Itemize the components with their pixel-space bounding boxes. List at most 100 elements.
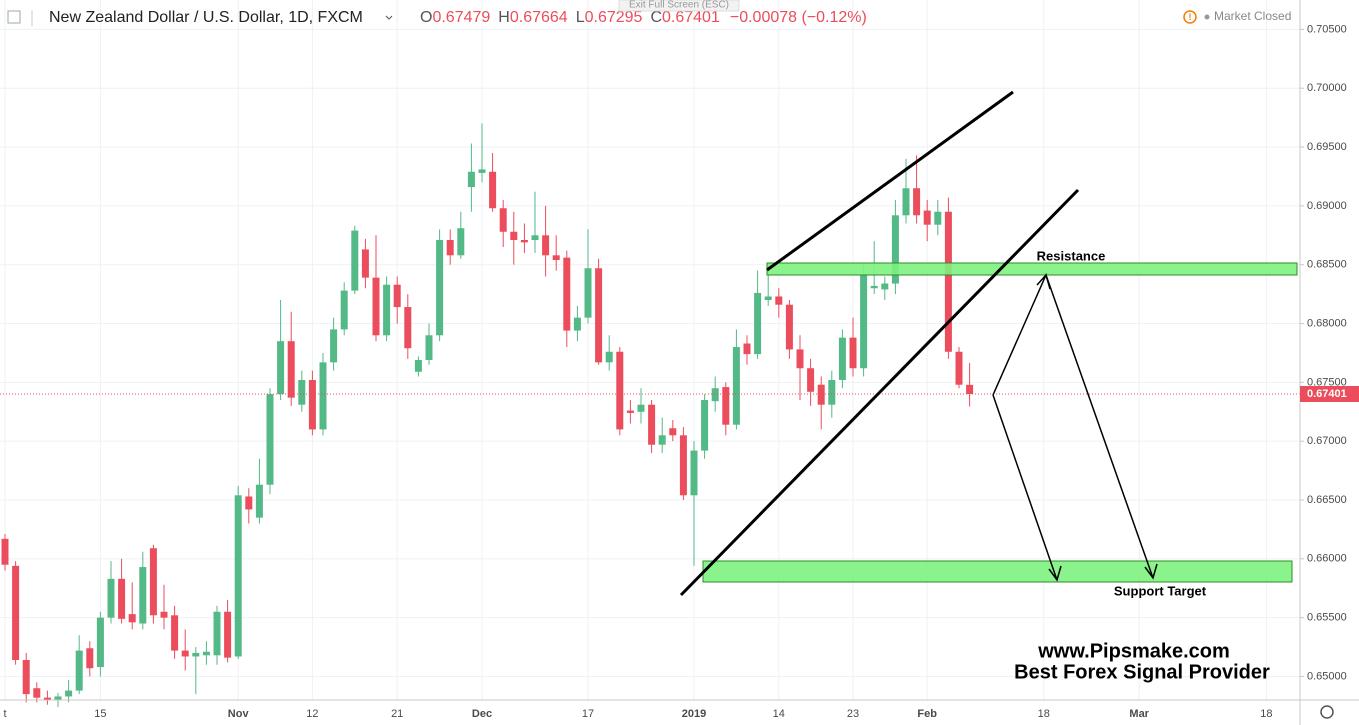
candle-body bbox=[870, 285, 878, 289]
resistance-zone bbox=[766, 262, 1298, 276]
candle-body bbox=[361, 249, 369, 278]
status-icon-mark: ! bbox=[1189, 12, 1192, 22]
candle-body bbox=[595, 268, 603, 363]
exit-full-screen[interactable]: Exit Full Screen (ESC) bbox=[629, 0, 729, 11]
arrow-head bbox=[1144, 563, 1158, 580]
status-icon bbox=[1183, 10, 1197, 24]
candle-body bbox=[754, 292, 762, 355]
y-tick-label: 0.65000 bbox=[1307, 670, 1347, 682]
candle-body bbox=[425, 335, 433, 360]
candle-body bbox=[171, 615, 179, 651]
ohlc-key: L bbox=[576, 9, 585, 26]
candle-body bbox=[192, 652, 200, 657]
symbol-title[interactable]: New Zealand Dollar / U.S. Dollar, 1D, FX… bbox=[49, 9, 363, 26]
candle-body bbox=[658, 435, 666, 445]
candle-body bbox=[340, 290, 348, 330]
candle-body bbox=[234, 495, 242, 657]
annotation: Support Target bbox=[1114, 583, 1207, 598]
x-tick-label: 21 bbox=[391, 708, 403, 720]
y-tick-label: 0.69000 bbox=[1307, 200, 1347, 212]
last-price-box bbox=[1300, 386, 1359, 402]
candle-body bbox=[944, 211, 952, 352]
ohlc-key: O bbox=[420, 9, 432, 26]
ohlc-value: 0.67295 bbox=[585, 9, 643, 26]
y-tick-label: 0.70000 bbox=[1307, 82, 1347, 94]
candle-body bbox=[891, 215, 899, 284]
settings-icon[interactable] bbox=[1320, 705, 1334, 719]
candle-body bbox=[701, 400, 709, 451]
axes: 0.65000 0.65500 0.66000 0.66500 0.67000 0.675… bbox=[3, 23, 1359, 720]
x-tick-label: Dec bbox=[472, 708, 492, 720]
watermark: www.Pipsmake.com bbox=[1037, 640, 1230, 662]
projection-arrow bbox=[992, 394, 1058, 581]
candle-body bbox=[372, 277, 380, 336]
candle-body bbox=[86, 648, 94, 669]
candle-body bbox=[308, 380, 316, 430]
dropdown-caret[interactable] bbox=[385, 15, 393, 20]
candle-body bbox=[149, 548, 157, 616]
candle-body bbox=[33, 688, 41, 698]
candle-body bbox=[436, 240, 444, 336]
x-tick-label: 23 bbox=[847, 708, 859, 720]
candle-body bbox=[838, 337, 846, 380]
arrow-head bbox=[1036, 273, 1051, 290]
candle-body bbox=[711, 388, 719, 402]
candle-body bbox=[605, 351, 613, 363]
last-price-label: 0.67401 bbox=[1307, 388, 1347, 400]
candle-body bbox=[128, 614, 136, 623]
exit-full-screen-button[interactable] bbox=[618, 0, 740, 12]
candle-body bbox=[584, 268, 592, 318]
y-tick-label: 0.70500 bbox=[1307, 23, 1347, 35]
candle-body bbox=[510, 231, 518, 240]
candle-body bbox=[807, 368, 815, 392]
x-tick-label: Mar bbox=[1129, 708, 1149, 720]
y-tick-label: 0.67500 bbox=[1307, 376, 1347, 388]
candle-body bbox=[12, 565, 20, 660]
candle-body bbox=[139, 567, 147, 624]
candle-body bbox=[181, 650, 189, 657]
y-tick-label: 0.65500 bbox=[1307, 612, 1347, 624]
candle-body bbox=[65, 690, 73, 697]
ohlc-key: H bbox=[498, 9, 510, 26]
candle-body bbox=[75, 650, 83, 691]
candle-body bbox=[467, 171, 475, 188]
candle-body bbox=[1, 538, 9, 565]
candle-body bbox=[330, 329, 338, 363]
y-tick-label: 0.67000 bbox=[1307, 435, 1347, 447]
candle-body bbox=[277, 341, 285, 395]
candle-body bbox=[213, 611, 221, 656]
x-tick-label: 2019 bbox=[682, 708, 706, 720]
y-tick-label: 0.69500 bbox=[1307, 141, 1347, 153]
candle-body bbox=[118, 578, 126, 619]
candle-body bbox=[520, 240, 528, 243]
candle-body bbox=[499, 208, 507, 232]
ohlc-value: 0.67664 bbox=[510, 9, 568, 26]
candle-body bbox=[966, 384, 974, 394]
candle-body bbox=[955, 351, 963, 385]
x-tick-label: Feb bbox=[917, 708, 937, 720]
candle-body bbox=[478, 169, 486, 173]
candle-body bbox=[785, 304, 793, 350]
candle-body bbox=[648, 404, 656, 445]
candle-body bbox=[775, 296, 783, 305]
ohlc-values: O0.67479 H0.67664 L0.67295 C0.67401 −0.00078… bbox=[420, 9, 867, 26]
candle-body bbox=[224, 611, 232, 658]
candle-body bbox=[860, 275, 868, 369]
candle-body bbox=[43, 697, 51, 700]
candle-body bbox=[245, 496, 253, 510]
candle-body bbox=[669, 428, 677, 436]
x-tick-label: 15 bbox=[94, 708, 106, 720]
candle-body bbox=[690, 450, 698, 496]
candle-body bbox=[54, 696, 62, 700]
candle-body bbox=[817, 384, 825, 405]
arrow-head bbox=[1048, 565, 1062, 582]
candle-body bbox=[796, 349, 804, 369]
y-tick-label: 0.68500 bbox=[1307, 259, 1347, 271]
x-tick-label: 18 bbox=[1038, 708, 1050, 720]
candle-body bbox=[489, 171, 497, 209]
candle-body bbox=[722, 387, 730, 425]
x-tick-label: Nov bbox=[228, 708, 250, 720]
symbol-icon[interactable] bbox=[7, 10, 21, 24]
